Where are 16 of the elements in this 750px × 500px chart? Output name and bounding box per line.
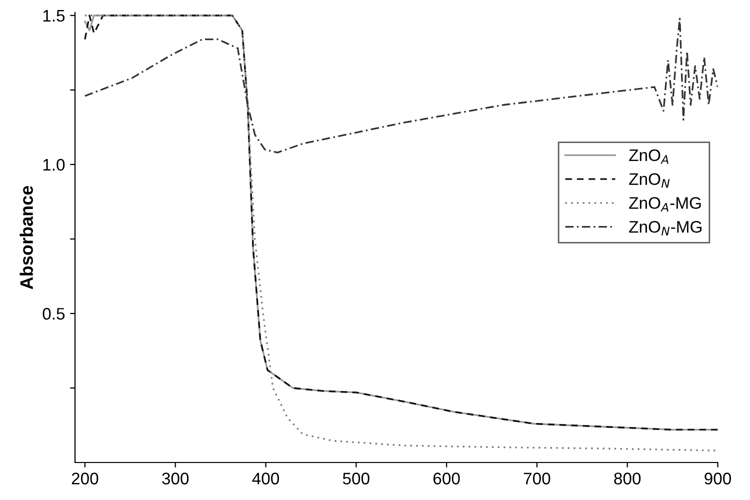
x-tick-label: 300	[162, 472, 189, 484]
y-axis-title: Absorbance	[20, 186, 33, 290]
legend-label: ZnO$_{A}$-MG	[629, 197, 701, 212]
x-tick-label: 200	[72, 472, 98, 484]
x-tick-label: 800	[614, 472, 641, 484]
x-tick-label: 700	[524, 472, 550, 484]
y-tick-label: 1.5	[43, 10, 65, 22]
x-tick-label: 500	[342, 472, 370, 484]
y-tick-label: 1.0	[43, 158, 65, 171]
y-tick-label: 0.5	[42, 308, 65, 320]
x-tick-label: 600	[433, 472, 460, 484]
x-tick-label: 900	[704, 472, 732, 484]
legend-label: ZnO$_{N}$	[629, 173, 670, 188]
legend-label: ZnO$_{A}$	[629, 149, 668, 164]
legend-label: ZnO$_{N}$-MG	[629, 220, 702, 236]
x-tick-label: 400	[252, 472, 279, 484]
